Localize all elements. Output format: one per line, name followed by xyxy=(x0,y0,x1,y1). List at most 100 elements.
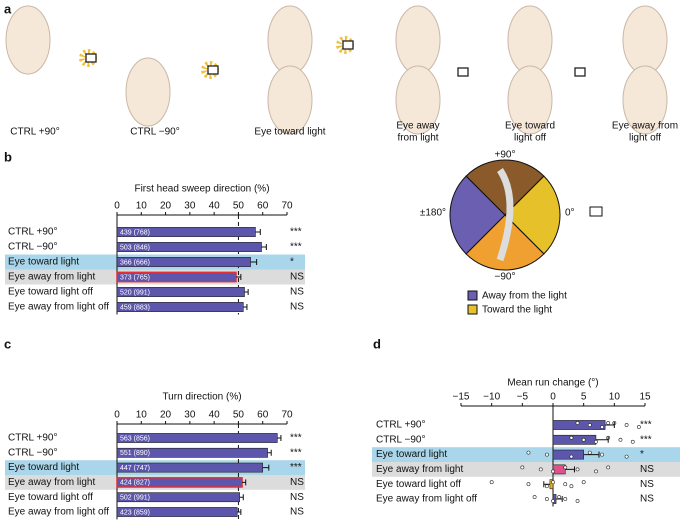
orientation-diagram xyxy=(449,159,603,271)
data-point xyxy=(544,497,549,501)
legend-swatch xyxy=(467,304,478,315)
category-label: CTRL −90° xyxy=(376,434,425,445)
data-point xyxy=(526,482,531,487)
significance: *** xyxy=(290,433,302,444)
x-tick-label: 10 xyxy=(136,201,148,212)
category-label: Eye toward light xyxy=(376,449,447,460)
x-tick-label: 20 xyxy=(160,201,172,212)
significance: NS xyxy=(290,507,304,518)
error-bar xyxy=(261,244,267,250)
axis-title: Mean run change (°) xyxy=(507,378,598,389)
data-point xyxy=(587,450,592,455)
panel-label: b xyxy=(4,149,12,164)
condition-label: Eye toward xyxy=(505,121,555,132)
sector xyxy=(449,175,506,255)
bar-label: 439 (768) xyxy=(120,229,150,236)
x-tick-label: 50 xyxy=(233,201,245,212)
data-point xyxy=(569,435,574,440)
x-tick-label: 0 xyxy=(550,392,556,403)
x-tick-label: 60 xyxy=(257,201,269,212)
error-bar xyxy=(583,451,600,458)
category-label: Eye away from light xyxy=(8,477,95,488)
panel-label: a xyxy=(4,1,12,16)
bar-label: 503 (846) xyxy=(120,244,150,251)
data-point xyxy=(551,499,555,503)
bar xyxy=(552,420,606,430)
bar-label: 502 (991) xyxy=(120,495,150,502)
data-point xyxy=(618,437,623,442)
data-point xyxy=(630,439,635,444)
bar-label: 366 (666) xyxy=(120,259,150,266)
condition-label: CTRL +90° xyxy=(10,127,59,138)
category-label: CTRL −90° xyxy=(8,242,57,253)
larva xyxy=(496,168,514,262)
category-label: Eye away from light xyxy=(376,464,463,475)
bar-label: 373 (765) xyxy=(120,274,150,281)
significance: NS xyxy=(290,492,304,503)
condition-label: light off xyxy=(514,133,546,144)
condition-label: Eye away xyxy=(396,121,439,132)
bar xyxy=(552,464,566,475)
category-label: Eye toward light xyxy=(8,257,79,268)
data-point xyxy=(606,421,611,425)
significance: *** xyxy=(640,420,652,431)
panel-label: c xyxy=(4,336,11,351)
significance: NS xyxy=(640,464,654,475)
category-label: CTRL +90° xyxy=(8,227,57,238)
significance: NS xyxy=(290,272,304,283)
larva-drawings xyxy=(5,5,668,135)
condition-label: light off xyxy=(629,133,661,144)
axis-title: Turn direction (%) xyxy=(162,392,241,403)
data-point xyxy=(551,480,555,485)
category-label: CTRL +90° xyxy=(8,433,57,444)
x-tick-label: −10 xyxy=(483,392,500,403)
data-point xyxy=(569,484,574,489)
x-tick-label: 60 xyxy=(257,410,269,421)
data-point xyxy=(563,497,568,501)
error-bar xyxy=(255,229,261,235)
data-point xyxy=(581,437,586,442)
panel-label: d xyxy=(373,336,381,351)
legend-label: Away from the light xyxy=(482,291,567,302)
error-bar xyxy=(237,509,242,515)
significance: NS xyxy=(290,287,304,298)
data-point xyxy=(563,482,568,487)
data-point xyxy=(624,454,629,459)
row-highlight xyxy=(372,447,680,462)
category-label: CTRL +90° xyxy=(376,420,425,431)
data-point xyxy=(600,452,604,457)
error-bar xyxy=(543,481,550,488)
category-label: Eye toward light off xyxy=(8,287,93,298)
category-label: Eye toward light xyxy=(8,462,79,473)
error-bar xyxy=(556,496,563,502)
x-tick-label: −15 xyxy=(453,392,470,403)
error-bar xyxy=(250,259,258,265)
x-tick-label: 20 xyxy=(160,410,172,421)
error-bar xyxy=(242,479,247,486)
significance: * xyxy=(640,449,644,460)
data-point xyxy=(575,421,580,425)
category-label: Eye away from light xyxy=(8,272,95,283)
light-icons xyxy=(79,36,586,79)
angle-label: −90° xyxy=(495,272,516,283)
angle-label: 0° xyxy=(565,208,575,219)
data-point xyxy=(594,469,598,474)
data-point xyxy=(544,452,549,457)
significance: *** xyxy=(640,434,652,445)
significance: *** xyxy=(290,242,302,253)
bar-label: 423 (859) xyxy=(120,509,150,516)
sector xyxy=(504,175,561,255)
error-bar xyxy=(239,494,244,501)
category-label: Eye toward light off xyxy=(8,492,93,503)
row-highlight xyxy=(372,462,680,477)
x-tick-label: 0 xyxy=(114,410,120,421)
data-point xyxy=(600,425,604,429)
bar xyxy=(552,449,584,460)
significance: *** xyxy=(290,447,302,458)
x-tick-label: 10 xyxy=(609,392,621,403)
condition-label: CTRL −90° xyxy=(130,127,179,138)
error-bar xyxy=(277,435,282,441)
significance: *** xyxy=(290,462,302,473)
x-tick-label: 70 xyxy=(281,201,293,212)
